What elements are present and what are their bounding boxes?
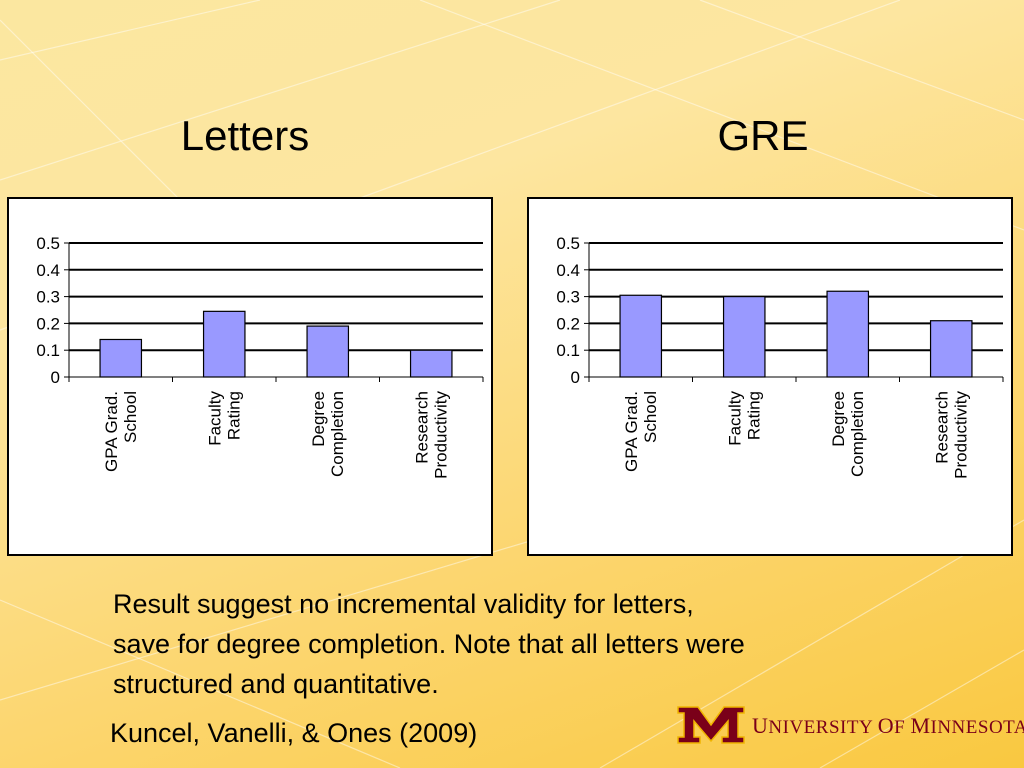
x-tick-label: GPA Grad.School [102, 391, 140, 472]
university-logo: UNIVERSITY OF MINNESOTA [676, 703, 1024, 747]
y-tick-label: 0 [51, 368, 60, 387]
m-logo-icon [677, 706, 745, 744]
x-tick-label: ResearchProductivity [932, 391, 970, 479]
y-tick-label: 0.5 [556, 234, 580, 253]
bar [929, 320, 973, 378]
x-tick-label: FacultyRating [725, 391, 763, 446]
y-tick-label: 0.4 [556, 261, 580, 280]
bar [619, 294, 663, 378]
y-tick-label: 0.1 [556, 341, 580, 360]
bar [306, 325, 350, 378]
x-tick-label: DegreeCompletion [829, 391, 867, 477]
citation: Kuncel, Vanelli, & Ones (2009) [110, 718, 478, 748]
y-tick-label: 0.3 [556, 288, 580, 307]
bar [99, 338, 143, 378]
x-tick-label: DegreeCompletion [309, 391, 347, 477]
y-tick-label: 0 [571, 368, 580, 387]
chart-letters: 0 0.1 0.2 0.3 0.4 0.5 GPA Grad.School FacultyRa… [7, 197, 493, 556]
chart-title-letters: Letters [180, 112, 310, 159]
chart-gre: 0 0.1 0.2 0.3 0.4 0.5 GPA Grad.School FacultyRa… [527, 197, 1013, 556]
x-tick-label: FacultyRating [205, 391, 243, 446]
chart-gre-svg: 0 0.1 0.2 0.3 0.4 0.5 GPA Grad.School FacultyRa… [556, 234, 1004, 479]
y-tick-label: 0.2 [36, 314, 60, 333]
caption-line: save for degree completion. Note that al… [113, 629, 745, 659]
caption-line: Result suggest no incremental validity f… [113, 589, 694, 619]
chart-title-gre: GRE [717, 112, 809, 159]
bar [722, 295, 766, 378]
y-tick-label: 0.2 [556, 314, 580, 333]
y-tick-label: 0.5 [36, 234, 60, 253]
bar [409, 349, 453, 378]
y-tick-label: 0.3 [36, 288, 60, 307]
x-tick-label: ResearchProductivity [412, 391, 450, 479]
y-tick-label: 0.1 [36, 341, 60, 360]
x-tick-label: GPA Grad.School [622, 391, 660, 472]
bar [826, 290, 870, 378]
chart-letters-svg: 0 0.1 0.2 0.3 0.4 0.5 GPA Grad.School FacultyRa… [36, 234, 484, 479]
bar [202, 310, 246, 378]
y-tick-label: 0.4 [36, 261, 60, 280]
caption-line: structured and quantitative. [113, 669, 439, 699]
logo-wordmark: UNIVERSITY OF MINNESOTA [752, 713, 1024, 738]
caption: Result suggest no incremental validity f… [113, 584, 933, 704]
